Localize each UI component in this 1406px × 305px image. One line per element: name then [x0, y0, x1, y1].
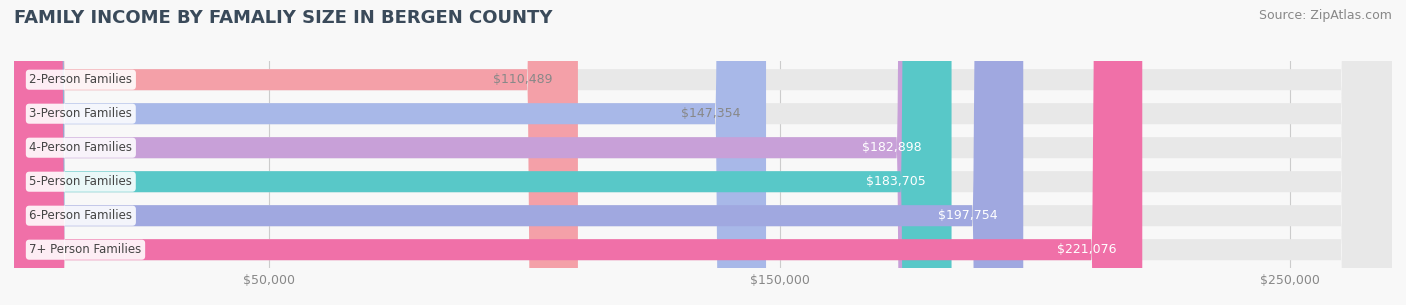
FancyBboxPatch shape	[14, 0, 1024, 305]
Text: 4-Person Families: 4-Person Families	[30, 141, 132, 154]
FancyBboxPatch shape	[14, 0, 948, 305]
FancyBboxPatch shape	[14, 0, 1392, 305]
Text: $221,076: $221,076	[1057, 243, 1116, 256]
Text: $182,898: $182,898	[862, 141, 922, 154]
Text: $183,705: $183,705	[866, 175, 927, 188]
Text: $110,489: $110,489	[494, 73, 553, 86]
FancyBboxPatch shape	[14, 0, 1392, 305]
Text: Source: ZipAtlas.com: Source: ZipAtlas.com	[1258, 9, 1392, 22]
Text: 7+ Person Families: 7+ Person Families	[30, 243, 142, 256]
FancyBboxPatch shape	[14, 0, 1392, 305]
Text: 6-Person Families: 6-Person Families	[30, 209, 132, 222]
FancyBboxPatch shape	[14, 0, 952, 305]
Text: FAMILY INCOME BY FAMALIY SIZE IN BERGEN COUNTY: FAMILY INCOME BY FAMALIY SIZE IN BERGEN …	[14, 9, 553, 27]
Text: $197,754: $197,754	[938, 209, 998, 222]
Text: 5-Person Families: 5-Person Families	[30, 175, 132, 188]
Text: 2-Person Families: 2-Person Families	[30, 73, 132, 86]
Text: 3-Person Families: 3-Person Families	[30, 107, 132, 120]
FancyBboxPatch shape	[14, 0, 1392, 305]
Text: $147,354: $147,354	[681, 107, 741, 120]
FancyBboxPatch shape	[14, 0, 578, 305]
FancyBboxPatch shape	[14, 0, 766, 305]
FancyBboxPatch shape	[14, 0, 1142, 305]
FancyBboxPatch shape	[14, 0, 1392, 305]
FancyBboxPatch shape	[14, 0, 1392, 305]
